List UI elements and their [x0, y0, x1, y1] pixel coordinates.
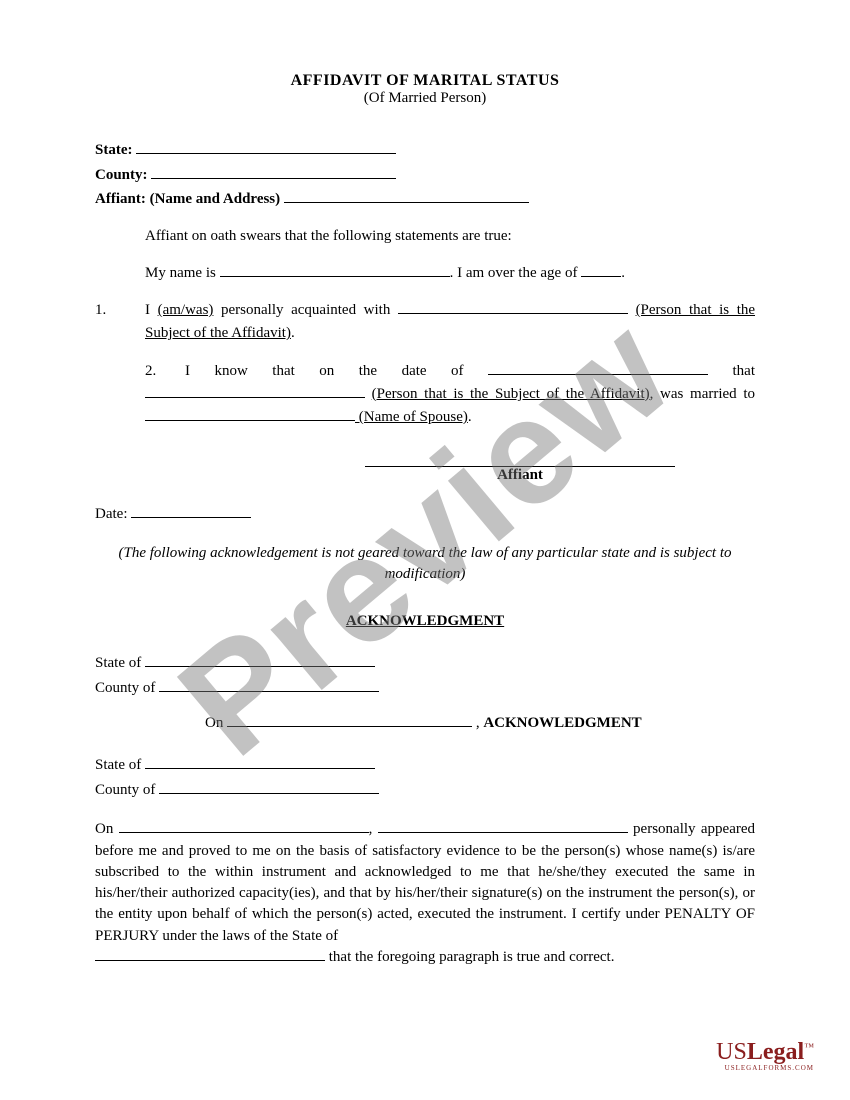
item-2-married: , was married to [650, 386, 755, 402]
item-1-content: I (am/was) personally acquainted with (P… [145, 299, 755, 346]
item-2-number: 2. [145, 360, 185, 383]
date-label: Date: [95, 506, 131, 522]
item-2-text: I know that on the date of [185, 363, 488, 379]
state-blank[interactable] [136, 153, 396, 154]
signature-line[interactable] [365, 451, 675, 467]
item-2-spouse-blank[interactable] [145, 420, 355, 421]
item-2-line1: I know that on the date of that [185, 360, 755, 383]
item-2-that: that [733, 363, 756, 379]
uslegal-logo: USLegal™ USLEGALFORMS.COM [716, 1039, 814, 1072]
item-2: 2. I know that on the date of that [145, 360, 755, 383]
notary-name-blank[interactable] [378, 832, 628, 833]
item-2-subject: (Person that is the Subject of the Affid… [372, 386, 650, 402]
acknowledgment-heading: ACKNOWLEDGMENT [95, 613, 755, 630]
name-blank[interactable] [220, 276, 450, 277]
name-text-1: My name is [145, 265, 220, 281]
notary-body: On , personally appeared before me and p… [95, 819, 755, 968]
item-2-continued: (Person that is the Subject of the Affid… [145, 383, 755, 430]
state-label: State: [95, 142, 133, 158]
ack-county-blank-1[interactable] [159, 691, 379, 692]
name-text-3: . [621, 265, 625, 281]
age-blank[interactable] [581, 276, 621, 277]
county-blank[interactable] [151, 178, 396, 179]
item-2-end: . [468, 409, 472, 425]
ack-state-blank-2[interactable] [145, 768, 375, 769]
personally-text: personally [628, 821, 696, 837]
logo-url: USLEGALFORMS.COM [716, 1064, 814, 1072]
logo-tm: ™ [804, 1042, 814, 1053]
logo-us: US [716, 1039, 747, 1065]
item-1-text-b: personally acquainted with [213, 302, 398, 318]
date-blank[interactable] [131, 517, 251, 518]
name-text-2: . I am over the age of [450, 265, 582, 281]
perjury-state-blank[interactable] [95, 960, 325, 961]
on-label-1: On [205, 715, 227, 731]
acknowledgment-note: (The following acknowledgement is not ge… [95, 543, 755, 585]
county-label: County: [95, 167, 148, 183]
item-1-text-d: . [291, 325, 295, 341]
item-1-number: 1. [95, 299, 145, 346]
name-line: My name is . I am over the age of . [145, 262, 755, 285]
ack-state-field-2: State of [95, 754, 755, 777]
county-field: County: [95, 164, 755, 187]
oath-statement: Affiant on oath swears that the followin… [145, 225, 755, 248]
ack-county-field-1: County of [95, 677, 755, 700]
signature-label: Affiant [365, 467, 675, 484]
ack-state-field-1: State of [95, 652, 755, 675]
item-1-text-a: I [145, 302, 158, 318]
body-text-2: that the foregoing paragraph is true and… [325, 949, 614, 965]
document-page: AFFIDAVIT OF MARITAL STATUS (Of Married … [0, 0, 850, 1100]
signature-block: Affiant [365, 451, 755, 484]
notary-date-blank[interactable] [119, 832, 369, 833]
item-2-date-blank[interactable] [488, 374, 708, 375]
comma: , [369, 821, 378, 837]
affiant-label: Affiant: (Name and Address) [95, 191, 280, 207]
on-label-2: On [95, 821, 119, 837]
item-1-person-blank[interactable] [398, 313, 628, 314]
ack-state-blank-1[interactable] [145, 666, 375, 667]
ack-on-line: On , ACKNOWLEDGMENT [205, 715, 755, 732]
ack-word: ACKNOWLEDGMENT [483, 715, 641, 731]
item-1-amwas: (am/was) [158, 302, 214, 318]
document-title: AFFIDAVIT OF MARITAL STATUS [95, 72, 755, 90]
logo-legal: Legal [747, 1039, 804, 1065]
item-2-person-blank[interactable] [145, 397, 365, 398]
item-1: 1. I (am/was) personally acquainted with… [95, 299, 755, 346]
county-of-label-2: County of [95, 782, 159, 798]
state-field: State: [95, 139, 755, 162]
county-of-label-1: County of [95, 680, 159, 696]
body-text-main: appeared before me and proved to me on t… [95, 821, 755, 943]
ack-county-blank-2[interactable] [159, 793, 379, 794]
ack-county-field-2: County of [95, 779, 755, 802]
ack-on-blank[interactable] [227, 726, 472, 727]
date-field: Date: [95, 506, 755, 523]
state-of-label-1: State of [95, 655, 145, 671]
item-2-spouse-label: (Name of Spouse) [355, 409, 468, 425]
affiant-field: Affiant: (Name and Address) [95, 188, 755, 211]
logo-text: USLegal™ [716, 1039, 814, 1066]
state-of-label-2: State of [95, 757, 145, 773]
affiant-blank[interactable] [284, 202, 529, 203]
document-subtitle: (Of Married Person) [95, 90, 755, 107]
